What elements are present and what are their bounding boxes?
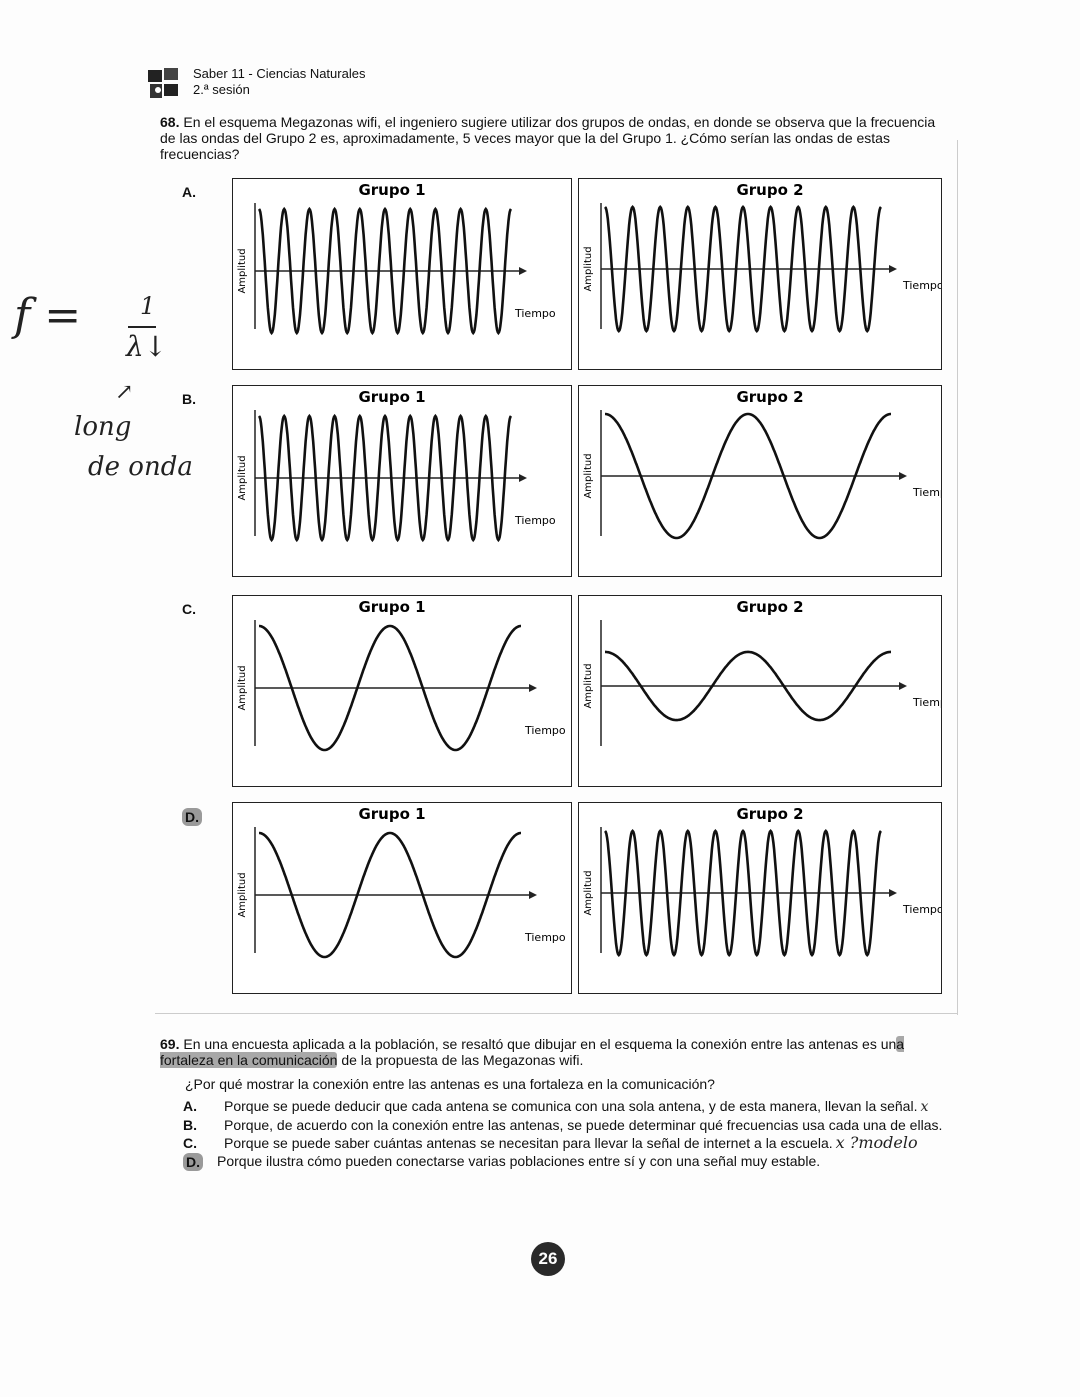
answer-d[interactable]: D. Porque ilustra cómo pueden conectarse … bbox=[183, 1153, 952, 1171]
answer-list: A. Porque se puede deducir que cada anten… bbox=[160, 1098, 952, 1173]
handwritten-note: de onda bbox=[88, 452, 193, 482]
answer-b[interactable]: B. Porque, de acuerdo con la conexión ent… bbox=[183, 1117, 952, 1133]
x-axis-label: Tiempo bbox=[912, 696, 941, 709]
option-a-label[interactable]: A. bbox=[182, 184, 196, 200]
y-axis-label: Amplitud bbox=[237, 248, 248, 293]
wave-panel-b-1: Grupo 1 Tiempo Amplitud bbox=[232, 385, 572, 577]
option-b-label[interactable]: B. bbox=[182, 391, 196, 407]
x-axis-arrow bbox=[899, 682, 907, 690]
page-number: 26 bbox=[531, 1242, 565, 1276]
wave-panel-d-2: Grupo 2 Tiempo Amplitud bbox=[578, 802, 942, 994]
x-axis-label: Tiempo bbox=[524, 931, 566, 944]
panel-title: Grupo 2 bbox=[736, 805, 803, 823]
x-axis-label: Tiempo bbox=[514, 307, 556, 320]
panel-title: Grupo 2 bbox=[736, 181, 803, 199]
panel-title: Grupo 1 bbox=[358, 805, 425, 823]
answer-text: Porque se puede deducir que cada antena … bbox=[224, 1098, 918, 1114]
panel-title: Grupo 1 bbox=[358, 181, 425, 199]
wave-curve bbox=[604, 205, 882, 333]
divider bbox=[155, 1013, 958, 1014]
wave-curve bbox=[257, 206, 513, 336]
wave-curve bbox=[257, 413, 513, 543]
question-69-block: 69. En una encuesta aplicada a la poblac… bbox=[160, 1036, 952, 1173]
wave-panel-d-1: Grupo 1 Tiempo Amplitud bbox=[232, 802, 572, 994]
y-axis-label: Amplitud bbox=[583, 663, 594, 708]
y-axis-label: Amplitud bbox=[237, 455, 248, 500]
x-axis-label: Tiempo bbox=[524, 724, 566, 737]
question-text: En el esquema Megazonas wifi, el ingenie… bbox=[160, 114, 936, 162]
handwritten-mark: x bbox=[920, 1099, 929, 1115]
handwritten-numerator: 1 bbox=[140, 292, 156, 320]
answer-b-label[interactable]: B. bbox=[183, 1117, 197, 1133]
x-axis-arrow bbox=[519, 474, 527, 482]
question-69: 69. En una encuesta aplicada a la poblac… bbox=[160, 1036, 952, 1068]
answer-text: Porque se puede saber cuántas antenas se… bbox=[224, 1135, 833, 1151]
question-number: 69. bbox=[160, 1036, 180, 1052]
question-text: de la propuesta de las Megazonas wifi. bbox=[337, 1052, 584, 1068]
panel-title: Grupo 2 bbox=[736, 388, 803, 406]
answer-c-text[interactable]: Porque se puede saber cuántas antenas se… bbox=[224, 1133, 952, 1152]
x-axis-label: Tiempo bbox=[912, 486, 941, 499]
wave-curve bbox=[605, 650, 891, 722]
y-axis-label: Amplitud bbox=[237, 665, 248, 710]
handwritten-denominator: λ↓ bbox=[126, 330, 168, 363]
wave-panel-a-1: Grupo 1 Tiempo Amplitud bbox=[232, 178, 572, 370]
x-axis-arrow bbox=[889, 265, 897, 273]
question-prompt: ¿Por qué mostrar la conexión entre las a… bbox=[185, 1076, 715, 1092]
option-c-label[interactable]: C. bbox=[182, 601, 196, 617]
x-axis-arrow bbox=[519, 267, 527, 275]
wave-curve bbox=[259, 831, 521, 959]
answer-c[interactable]: C. Porque se puede saber cuántas antenas … bbox=[183, 1133, 952, 1152]
wave-panel-b-2: Grupo 2 Tiempo Amplitud bbox=[578, 385, 942, 577]
x-axis-arrow bbox=[529, 891, 537, 899]
y-axis-label: Amplitud bbox=[583, 246, 594, 291]
wave-panel-c-2: Grupo 2 Tiempo Amplitud bbox=[578, 595, 942, 787]
answer-a[interactable]: A. Porque se puede deducir que cada anten… bbox=[183, 1098, 952, 1115]
wave-panel-c-1: Grupo 1 Tiempo Amplitud bbox=[232, 595, 572, 787]
question-68: 68. En el esquema Megazonas wifi, el ing… bbox=[160, 114, 950, 162]
answer-b-text[interactable]: Porque, de acuerdo con la conexión entre… bbox=[224, 1117, 952, 1133]
divider bbox=[957, 140, 958, 1015]
y-axis-label: Amplitud bbox=[237, 872, 248, 917]
x-axis-arrow bbox=[529, 684, 537, 692]
wave-curve bbox=[604, 829, 882, 957]
wave-curve bbox=[605, 412, 891, 540]
logo-icon bbox=[148, 68, 178, 98]
answer-d-text[interactable]: Porque ilustra cómo pueden conectarse va… bbox=[217, 1153, 952, 1169]
question-number: 68. bbox=[160, 114, 180, 130]
answer-a-text[interactable]: Porque se puede deducir que cada antena … bbox=[224, 1098, 952, 1115]
x-axis-label: Tiempo bbox=[514, 514, 556, 527]
header: Saber 11 - Ciencias Naturales 2.ª sesión bbox=[193, 66, 365, 98]
option-d-label[interactable]: D. bbox=[182, 808, 202, 826]
y-axis-label: Amplitud bbox=[583, 453, 594, 498]
panel-title: Grupo 2 bbox=[736, 598, 803, 616]
handwritten-arrow: ↗ bbox=[115, 380, 134, 405]
answer-d-label[interactable]: D. bbox=[183, 1153, 203, 1171]
handwritten-mark: x ?modelo bbox=[835, 1133, 918, 1152]
panel-title: Grupo 1 bbox=[358, 598, 425, 616]
x-axis-label: Tiempo bbox=[902, 279, 941, 292]
x-axis-label: Tiempo bbox=[902, 903, 941, 916]
answer-a-label[interactable]: A. bbox=[183, 1098, 197, 1114]
header-subtitle: 2.ª sesión bbox=[193, 82, 250, 97]
panel-title: Grupo 1 bbox=[358, 388, 425, 406]
header-title: Saber 11 - Ciencias Naturales bbox=[193, 66, 366, 81]
fraction-bar bbox=[128, 326, 156, 328]
wave-panel-a-2: Grupo 2 Tiempo Amplitud bbox=[578, 178, 942, 370]
answer-c-label[interactable]: C. bbox=[183, 1135, 197, 1151]
answer-text: Porque ilustra cómo pueden conectarse va… bbox=[217, 1153, 821, 1169]
handwritten-formula: f = bbox=[14, 290, 82, 341]
handwritten-note: long bbox=[74, 412, 132, 442]
answer-text: Porque, de acuerdo con la conexión entre… bbox=[224, 1117, 943, 1133]
x-axis-arrow bbox=[889, 889, 897, 897]
y-axis-label: Amplitud bbox=[583, 870, 594, 915]
wave-curve bbox=[259, 624, 521, 752]
x-axis-arrow bbox=[899, 472, 907, 480]
question-text: En una encuesta aplicada a la población,… bbox=[183, 1036, 897, 1052]
